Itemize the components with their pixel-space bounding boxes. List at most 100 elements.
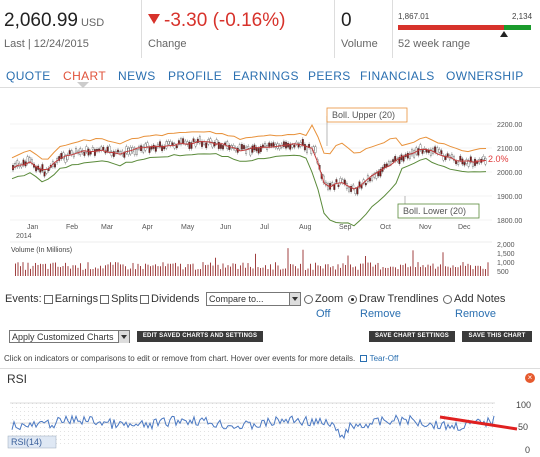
volume-bar xyxy=(160,266,161,276)
volume-bar xyxy=(230,266,231,276)
candle xyxy=(16,160,19,168)
candle xyxy=(243,145,245,150)
year-label: 2014 xyxy=(16,233,32,240)
volume-bar xyxy=(382,267,384,276)
tab-chart[interactable]: CHART xyxy=(63,69,107,83)
volume-bar xyxy=(315,262,316,276)
candle xyxy=(358,181,361,188)
volume-bar xyxy=(487,262,489,276)
candle xyxy=(240,144,243,150)
tab-bar: QUOTE CHART NEWS PROFILE EARNINGS PEERS … xyxy=(0,66,540,88)
volume-bar xyxy=(407,267,409,276)
dividends-checkbox[interactable] xyxy=(140,294,150,304)
volume-bar xyxy=(172,263,174,276)
compare-value: Compare to... xyxy=(209,294,264,304)
splits-label: Splits xyxy=(111,293,139,305)
price-cell: 2,060.99 USD Last | 12/24/2015 xyxy=(0,0,142,58)
draw-trendlines-radio[interactable] xyxy=(348,294,357,304)
volume-bar xyxy=(267,269,269,276)
candle xyxy=(270,143,273,147)
volume-bar xyxy=(425,267,426,276)
candle xyxy=(291,144,294,148)
candle xyxy=(259,146,262,152)
tear-off-link[interactable]: Tear-Off xyxy=(369,354,399,363)
price-axis: 2200.00 2100.00 2000.00 1900.00 1800.00 xyxy=(497,122,522,225)
edit-saved-charts-button[interactable]: EDIT SAVED CHARTS AND SETTINGS xyxy=(137,331,263,342)
trendline[interactable] xyxy=(439,415,518,431)
volume-bar xyxy=(295,266,296,276)
candle xyxy=(348,187,350,192)
candle xyxy=(335,179,338,183)
volume-bar xyxy=(280,269,281,276)
volume-bar xyxy=(275,262,276,276)
tab-ownership[interactable]: OWNERSHIP xyxy=(446,69,524,83)
volume-bar xyxy=(210,262,211,276)
candle xyxy=(272,142,275,147)
trendlines-remove-link[interactable]: Remove xyxy=(360,308,401,320)
price-tick: 2000.00 xyxy=(497,170,522,177)
volume-bar xyxy=(320,266,321,276)
change-value: -3.30 (-0.16%) xyxy=(148,10,285,32)
candle xyxy=(278,145,281,150)
tab-quote[interactable]: QUOTE xyxy=(6,69,51,83)
volume-bar xyxy=(390,266,391,276)
volume-bar xyxy=(182,269,184,276)
volume-bar xyxy=(465,265,466,276)
rsi-chart[interactable]: RSI(14) 100 50 0 xyxy=(0,395,540,457)
volume-bar xyxy=(415,267,416,276)
save-chart-settings-button[interactable]: SAVE CHART SETTINGS xyxy=(369,331,455,342)
volume-bar xyxy=(50,263,51,276)
month-label: Oct xyxy=(380,224,391,231)
volume-bar xyxy=(440,264,441,276)
volume-bar xyxy=(412,250,414,276)
candle xyxy=(60,153,63,160)
candle xyxy=(249,148,252,156)
volume-bar xyxy=(467,263,469,276)
tab-news[interactable]: NEWS xyxy=(118,69,156,83)
volume-bar xyxy=(180,263,181,276)
tab-peers[interactable]: PEERS xyxy=(308,69,351,83)
candle xyxy=(314,146,317,153)
zoom-option[interactable]: Zoom xyxy=(304,293,343,305)
volume-bar xyxy=(460,265,461,276)
volume-bar xyxy=(397,269,399,276)
compare-select[interactable]: Compare to... xyxy=(206,292,301,306)
splits-checkbox[interactable] xyxy=(100,294,110,304)
draw-trendlines-label: Draw Trendlines xyxy=(359,293,439,305)
candle xyxy=(419,144,422,151)
volume-bar xyxy=(157,266,159,276)
zoom-off-link[interactable]: Off xyxy=(316,308,331,320)
close-icon[interactable]: × xyxy=(525,373,535,383)
notes-remove-link[interactable]: Remove xyxy=(455,308,496,320)
volume-bar xyxy=(325,264,326,276)
add-notes-option[interactable]: Add Notes xyxy=(443,293,505,305)
volume-bar xyxy=(297,268,299,276)
volume-bar xyxy=(137,263,139,276)
volume-bar xyxy=(442,252,444,276)
customized-charts-select[interactable]: Apply Customized Charts xyxy=(9,330,130,343)
candle xyxy=(293,144,296,148)
volume-bar xyxy=(475,265,476,276)
tab-profile[interactable]: PROFILE xyxy=(168,69,223,83)
save-this-chart-button[interactable]: SAVE THIS CHART xyxy=(462,331,532,342)
draw-trendlines-option[interactable]: Draw Trendlines xyxy=(348,293,438,305)
zoom-radio[interactable] xyxy=(304,294,313,304)
volume-bar xyxy=(447,266,449,276)
range-bar-fill xyxy=(398,25,505,30)
earnings-checkbox[interactable] xyxy=(43,294,53,304)
volume-bar xyxy=(287,248,289,276)
candle xyxy=(169,141,172,146)
candle xyxy=(257,148,260,154)
tab-financials[interactable]: FINANCIALS xyxy=(360,69,435,83)
add-notes-radio[interactable] xyxy=(443,294,452,304)
candle xyxy=(482,156,485,160)
volume-bar xyxy=(92,269,94,276)
zoom-label: Zoom xyxy=(315,293,344,305)
candle xyxy=(467,160,470,167)
volume-cell: 0 Volume xyxy=(335,0,393,58)
candle xyxy=(282,141,285,147)
volume-bar xyxy=(345,264,346,276)
price-chart[interactable]: 2.0% 2200.00 2100.00 2000.00 1900.00 180… xyxy=(0,100,540,290)
tab-earnings[interactable]: EARNINGS xyxy=(233,69,299,83)
volume-bar xyxy=(392,266,394,276)
